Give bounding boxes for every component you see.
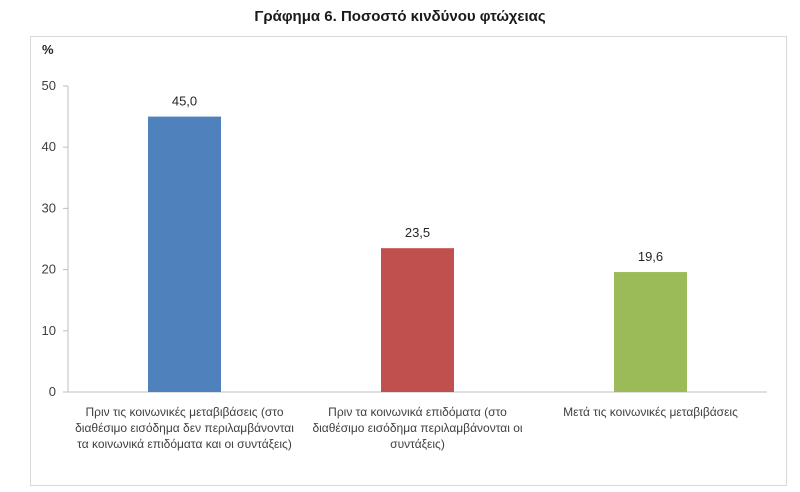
y-tick-label: 30 — [42, 200, 56, 215]
y-axis-unit-label: % — [42, 42, 54, 57]
data-label: 45,0 — [172, 94, 197, 109]
bar — [381, 248, 454, 392]
data-label: 23,5 — [405, 225, 430, 240]
x-category-label: Πριν τις κοινωνικές μεταβιβάσεις (στο δι… — [75, 405, 294, 451]
y-tick-label: 40 — [42, 139, 56, 154]
bar — [614, 272, 687, 392]
y-tick-label: 0 — [49, 384, 56, 399]
x-category-label: Πριν τα κοινωνικά επιδόματα (στο διαθέσι… — [312, 405, 523, 451]
bar — [148, 116, 221, 392]
y-tick-label: 10 — [42, 323, 56, 338]
data-label: 19,6 — [638, 249, 663, 264]
y-tick-label: 50 — [42, 78, 56, 93]
x-category-label: Μετά τις κοινωνικές μεταβιβάσεις — [563, 405, 738, 419]
chart-frame — [30, 36, 787, 486]
chart-title: Γράφημα 6. Ποσοστό κινδύνου φτώχειας — [254, 8, 546, 25]
y-tick-label: 20 — [42, 262, 56, 277]
